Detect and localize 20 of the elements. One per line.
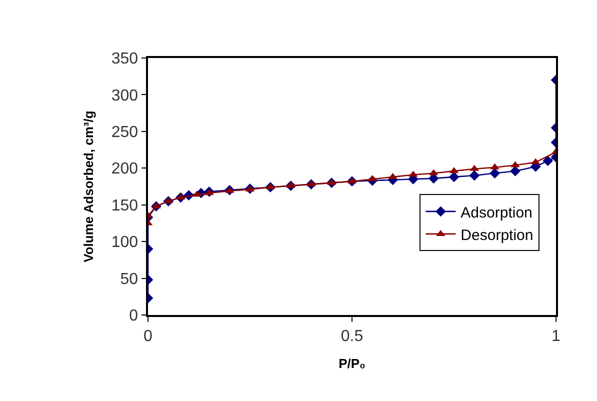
legend-label: Desorption <box>460 226 534 244</box>
x-tick-label: 1 <box>552 328 561 345</box>
point <box>542 156 554 166</box>
point <box>510 166 520 176</box>
x-tick-label: 0.5 <box>340 328 364 345</box>
y-tick-label: 100 <box>111 234 138 252</box>
x-axis-title: P/P₀ <box>338 356 366 372</box>
legend-label: Adsorption <box>460 204 532 222</box>
y-tick-label: 300 <box>111 87 138 104</box>
y-tick-label: 150 <box>111 197 138 214</box>
y-axis-title: Volume Adsorbed, cm³/g <box>80 110 96 262</box>
y-tick-label: 50 <box>120 270 138 288</box>
y-tick-label: 250 <box>111 124 138 142</box>
point <box>490 168 500 178</box>
y-tick-label: 200 <box>111 160 138 178</box>
point <box>448 172 460 182</box>
y-tick-label: 350 <box>111 50 138 68</box>
x-tick-label: 0 <box>144 328 153 345</box>
point <box>469 170 480 181</box>
y-tick-label: 0 <box>129 308 138 325</box>
